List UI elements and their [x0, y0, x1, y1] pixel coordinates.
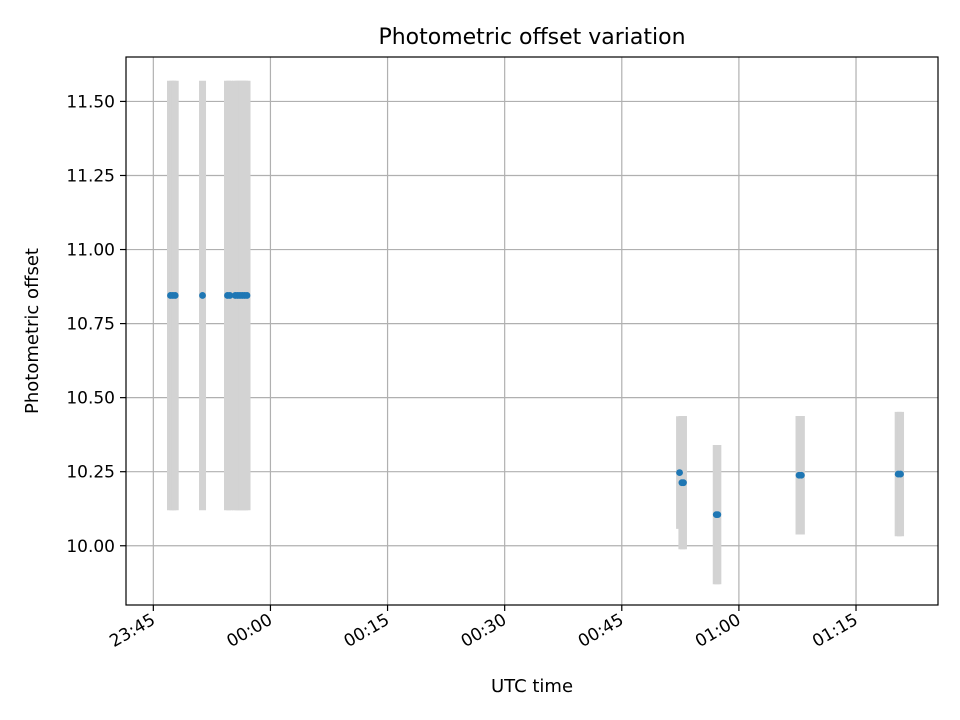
- x-axis-label: UTC time: [491, 676, 573, 697]
- y-tick-label: 10.25: [66, 463, 115, 483]
- y-axis-label: Photometric offset: [22, 248, 43, 414]
- plot-frame: [125, 56, 939, 606]
- x-tick-label: 23:45: [106, 610, 158, 652]
- y-tick-label: 10.50: [66, 389, 115, 409]
- y-tick-label: 10.75: [66, 315, 115, 335]
- data-point: [680, 479, 687, 487]
- data-points: [167, 292, 904, 519]
- data-point: [199, 292, 206, 299]
- y-tick-label: 11.00: [66, 241, 115, 261]
- data-point: [171, 292, 179, 299]
- y-tick-label: 10.00: [66, 537, 115, 557]
- data-point: [897, 470, 904, 478]
- chart-title: Photometric offset variation: [378, 25, 685, 50]
- y-tick-label: 11.50: [66, 92, 115, 112]
- x-tick-label: 01:15: [809, 610, 861, 652]
- data-point: [243, 292, 251, 299]
- x-axis-ticks: 23:45 00:00 00:15 00:30 00:45 01:00 01:15: [106, 605, 862, 652]
- x-tick-label: 00:45: [575, 610, 627, 652]
- error-bars: [167, 80, 905, 585]
- data-point: [676, 469, 683, 476]
- x-tick-label: 00:30: [458, 610, 510, 652]
- grid-lines: [126, 57, 938, 605]
- data-point: [714, 511, 722, 519]
- x-tick-label: 00:15: [341, 610, 393, 652]
- x-tick-label: 01:00: [692, 610, 744, 652]
- data-point: [226, 292, 234, 299]
- y-axis-ticks: 10.00 10.25 10.50 10.75 11.00 11.25 11.50: [66, 92, 126, 557]
- y-tick-label: 11.25: [66, 166, 115, 186]
- data-point: [797, 471, 805, 479]
- x-tick-label: 00:00: [224, 610, 276, 652]
